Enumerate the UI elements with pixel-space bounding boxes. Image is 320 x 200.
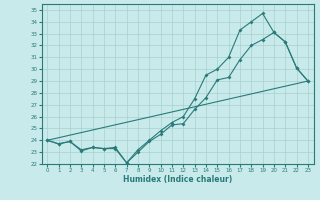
X-axis label: Humidex (Indice chaleur): Humidex (Indice chaleur) <box>123 175 232 184</box>
